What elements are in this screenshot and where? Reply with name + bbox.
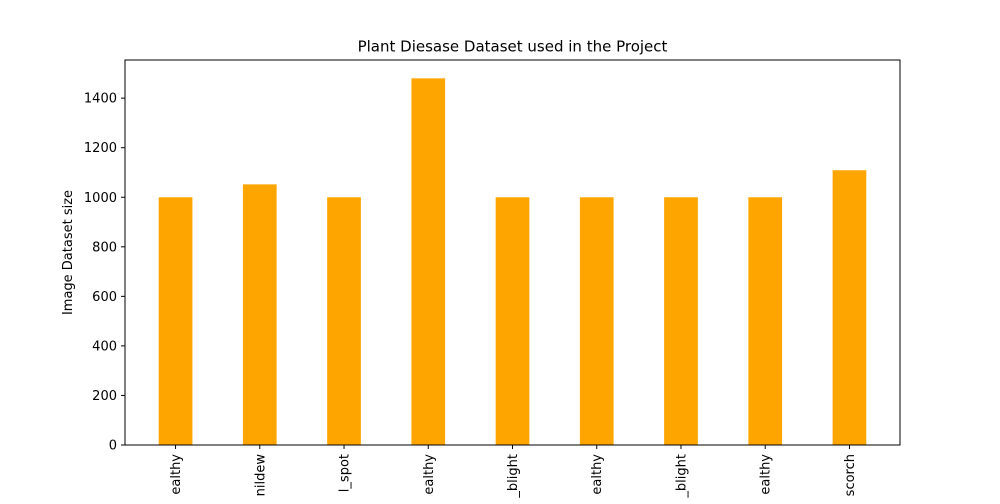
x-tick-label: nildew [253,454,268,497]
x-tick-label: ealthy [759,454,774,495]
bars-group [158,78,867,445]
x-tick-label: _blight [674,454,689,499]
bar [242,184,277,445]
y-tick-label: 400 [92,339,117,354]
bar [664,197,698,445]
x-axis: ealthy nildew l_spot ealthy _blight ealthy _bl… [169,445,858,499]
y-tick-label: 1200 [84,141,117,156]
y-tick-label: 1400 [84,92,117,107]
bar [832,170,867,445]
y-tick-label: 600 [92,290,117,305]
y-axis-label: Image Dataset size [61,190,76,315]
x-tick-label: l_spot [338,454,353,492]
x-tick-label: scorch [843,454,858,496]
y-tick-label: 200 [92,389,117,404]
y-tick-label: 1000 [84,191,117,206]
y-tick-label: 800 [92,240,117,255]
y-axis: 0 200 400 600 800 1000 1200 1400 [84,92,125,454]
x-tick-label: ealthy [422,454,437,495]
x-tick-label: ealthy [169,454,184,495]
plot-frame [124,59,901,446]
bar [579,197,614,445]
chart-title: Plant Diesase Dataset used in the Projec… [358,38,668,56]
bar [411,78,446,445]
bar [748,197,783,445]
y-tick-label: 0 [109,439,117,454]
x-tick-label: ealthy [590,454,605,495]
x-tick-label: _blight [506,454,521,499]
bar [158,197,193,445]
bar [495,197,530,445]
bar [327,197,361,445]
